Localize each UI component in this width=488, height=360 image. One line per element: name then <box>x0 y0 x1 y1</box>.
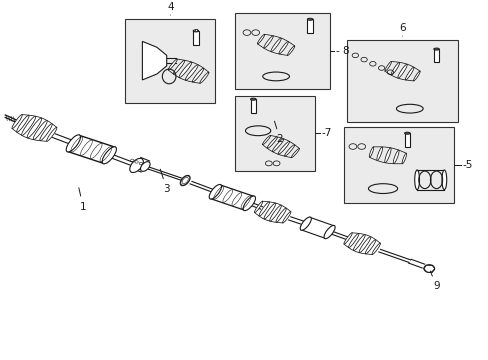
Ellipse shape <box>405 67 413 80</box>
Text: 4: 4 <box>167 2 173 12</box>
Ellipse shape <box>250 98 255 100</box>
Ellipse shape <box>371 243 380 255</box>
Text: 3: 3 <box>160 169 170 194</box>
Ellipse shape <box>168 59 177 70</box>
Ellipse shape <box>192 68 203 82</box>
Ellipse shape <box>441 170 446 190</box>
Ellipse shape <box>46 127 57 141</box>
Ellipse shape <box>282 212 290 223</box>
Ellipse shape <box>269 205 281 221</box>
Ellipse shape <box>40 124 52 141</box>
Bar <box>308 18 310 19</box>
Ellipse shape <box>278 41 288 54</box>
Ellipse shape <box>17 115 29 132</box>
Ellipse shape <box>324 225 334 239</box>
Ellipse shape <box>66 135 81 152</box>
Ellipse shape <box>266 137 277 148</box>
Ellipse shape <box>343 233 351 244</box>
Ellipse shape <box>401 153 406 164</box>
Bar <box>435 48 437 49</box>
Ellipse shape <box>307 18 312 20</box>
Ellipse shape <box>384 148 390 163</box>
Ellipse shape <box>358 237 370 253</box>
Bar <box>250 99 255 113</box>
Ellipse shape <box>193 30 198 32</box>
Bar <box>307 19 312 33</box>
Ellipse shape <box>390 62 399 75</box>
Ellipse shape <box>12 114 22 129</box>
Ellipse shape <box>185 65 198 80</box>
Ellipse shape <box>368 147 373 157</box>
Ellipse shape <box>413 71 419 81</box>
Ellipse shape <box>278 141 289 154</box>
Ellipse shape <box>275 208 286 222</box>
Bar <box>125 19 215 103</box>
Ellipse shape <box>376 147 382 161</box>
Bar <box>234 13 329 89</box>
Ellipse shape <box>21 116 36 135</box>
Ellipse shape <box>384 62 391 71</box>
Ellipse shape <box>173 60 184 74</box>
Ellipse shape <box>259 202 269 216</box>
Bar <box>404 133 409 147</box>
Ellipse shape <box>433 48 438 50</box>
Text: - 8: - 8 <box>335 46 349 56</box>
Ellipse shape <box>397 64 407 78</box>
Polygon shape <box>142 41 166 80</box>
Ellipse shape <box>102 147 116 164</box>
Ellipse shape <box>414 170 419 190</box>
Ellipse shape <box>353 235 365 251</box>
Bar <box>433 49 438 62</box>
Ellipse shape <box>254 201 262 213</box>
Text: -5: -5 <box>461 160 472 170</box>
Ellipse shape <box>291 148 299 158</box>
Ellipse shape <box>270 38 281 52</box>
Ellipse shape <box>404 132 409 134</box>
Ellipse shape <box>264 36 273 48</box>
Ellipse shape <box>180 175 190 186</box>
Bar <box>194 29 197 31</box>
Ellipse shape <box>264 203 275 219</box>
Ellipse shape <box>179 62 191 78</box>
Ellipse shape <box>272 139 283 152</box>
Ellipse shape <box>348 233 358 248</box>
Bar <box>346 40 458 122</box>
Text: 2: 2 <box>274 121 283 144</box>
Bar <box>406 132 407 133</box>
Ellipse shape <box>257 34 264 44</box>
Text: 6: 6 <box>398 23 405 33</box>
Ellipse shape <box>365 240 375 254</box>
Ellipse shape <box>423 265 434 273</box>
Bar <box>344 127 453 203</box>
Ellipse shape <box>287 46 294 55</box>
Ellipse shape <box>140 162 150 171</box>
Text: 9: 9 <box>429 271 439 292</box>
Bar <box>193 31 198 45</box>
Text: 1: 1 <box>79 188 86 212</box>
Bar <box>252 98 254 99</box>
Ellipse shape <box>129 158 143 172</box>
Ellipse shape <box>33 121 47 140</box>
Ellipse shape <box>209 184 221 199</box>
Ellipse shape <box>392 150 398 164</box>
Ellipse shape <box>284 145 294 156</box>
Ellipse shape <box>300 217 311 230</box>
Ellipse shape <box>243 196 255 211</box>
Ellipse shape <box>262 135 270 145</box>
Bar <box>234 96 314 171</box>
Ellipse shape <box>27 118 42 138</box>
Ellipse shape <box>200 72 208 83</box>
Text: -7: -7 <box>321 129 331 138</box>
